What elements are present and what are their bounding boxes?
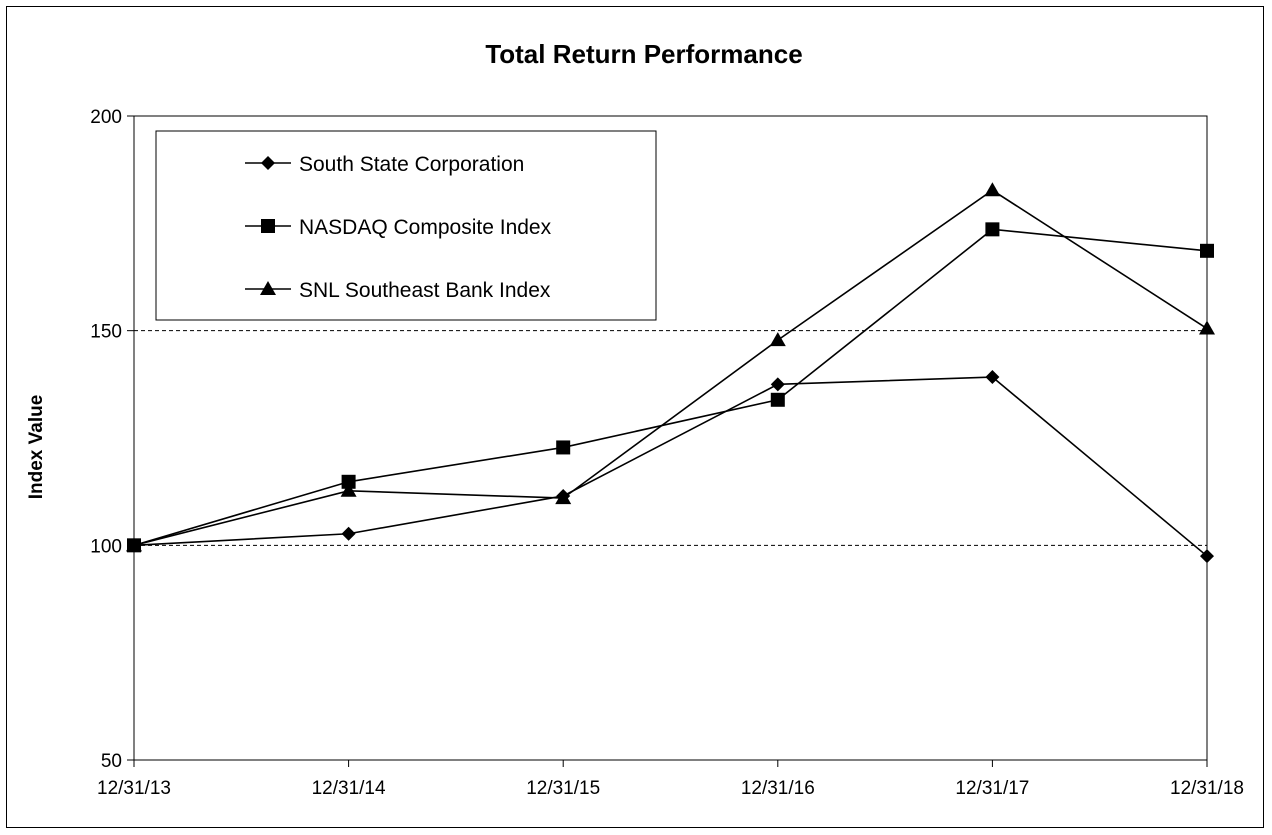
point-south-state-corporation: [341, 526, 356, 541]
point-nasdaq-composite-index: [341, 474, 356, 489]
point-nasdaq-composite-index: [985, 222, 1000, 237]
x-tick-label: 12/31/17: [955, 778, 1029, 799]
legend-box: [155, 130, 657, 321]
plot-area-border: [133, 115, 1208, 761]
y-tick-label: 50: [101, 751, 122, 772]
axes: 50 100 150 200 12/31/13 12/31/14 12/31/15 12/31…: [90, 107, 1244, 799]
point-nasdaq-composite-index: [770, 392, 785, 407]
chart-title: Total Return Performance: [485, 39, 802, 69]
legend-marker-snl-southeast-bank-index: [260, 281, 276, 295]
x-tick-label: 12/31/15: [526, 778, 600, 799]
series-line-snl-southeast-bank-index: [133, 189, 1208, 547]
series-group: [126, 182, 1215, 564]
x-tick-label: 12/31/18: [1170, 778, 1244, 799]
legend-label-nasdaq-composite-index: NASDAQ Composite Index: [299, 216, 552, 239]
x-tick-label: 12/31/14: [312, 778, 386, 799]
point-snl-southeast-bank-index: [1199, 320, 1215, 335]
point-south-state-corporation: [985, 370, 1000, 385]
point-snl-southeast-bank-index: [769, 332, 786, 347]
y-tick-label: 150: [90, 322, 122, 343]
series-line-south-state-corporation: [133, 376, 1208, 557]
legend-marker-south-state-corporation: [261, 156, 275, 170]
legend: South State Corporation NASDAQ Composite …: [155, 130, 657, 321]
point-snl-southeast-bank-index: [984, 182, 1001, 197]
gridlines: [134, 330, 1207, 546]
legend-label-south-state-corporation: South State Corporation: [299, 153, 524, 176]
legend-marker-nasdaq-composite-index: [261, 219, 275, 233]
y-axis-label: Index Value: [26, 395, 47, 500]
chart-frame: [6, 6, 1264, 828]
point-snl-southeast-bank-index: [340, 482, 357, 497]
x-tick-label: 12/31/16: [741, 778, 815, 799]
x-tick-label: 12/31/13: [97, 778, 171, 799]
y-tick-label: 200: [90, 107, 122, 128]
legend-label-snl-southeast-bank-index: SNL Southeast Bank Index: [299, 279, 551, 302]
point-nasdaq-composite-index: [556, 440, 571, 455]
point-nasdaq-composite-index: [1200, 243, 1214, 258]
point-snl-southeast-bank-index: [555, 490, 572, 505]
point-snl-southeast-bank-index: [126, 537, 142, 552]
y-tick-label: 100: [90, 536, 122, 557]
point-south-state-corporation: [1200, 549, 1214, 564]
series-line-nasdaq-composite-index: [133, 228, 1208, 547]
point-south-state-corporation: [770, 377, 785, 392]
